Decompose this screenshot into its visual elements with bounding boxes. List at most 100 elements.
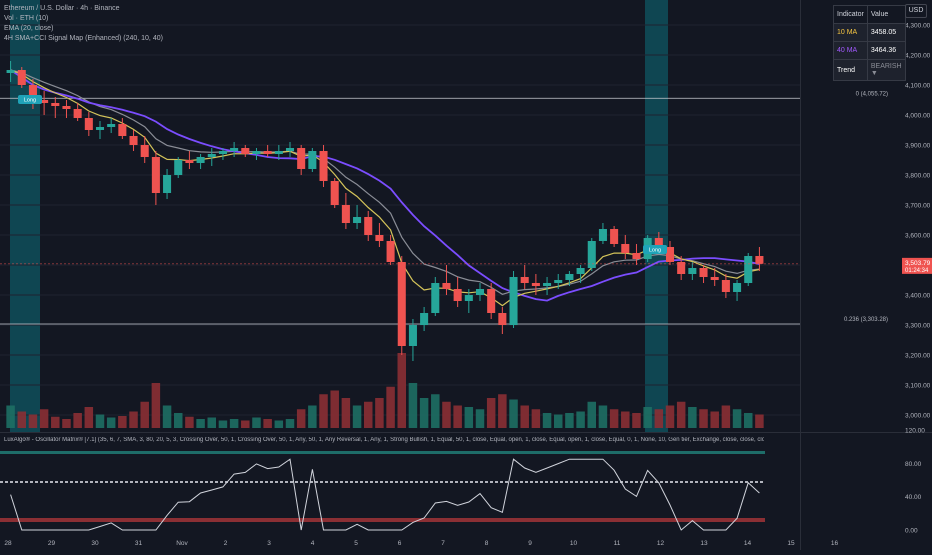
symbol-title[interactable]: Ethereum / U.S. Dollar · 4h · Binance [4,5,120,12]
osc-top-band [0,451,765,454]
volume-bar [39,409,49,428]
signal-map-legend[interactable]: 4H SMA+CCI Signal Map (Enhanced) (240, 1… [4,35,163,42]
candle [218,148,227,160]
volume-bar [319,394,328,428]
row-name: 40 MA [833,41,868,60]
time-tick-label: 14 [744,540,752,547]
candle [632,244,641,265]
volume-bar [386,386,395,428]
candle-body [241,148,250,154]
axis-separator [800,0,801,550]
volume-bar [520,405,529,428]
candle-body [632,253,641,259]
volume-bar [196,419,205,428]
candle [297,145,306,175]
candle-body [431,283,440,313]
candle-body [386,241,395,262]
candle [163,169,172,199]
volume-bar [721,405,731,428]
price-tick-label: 3,100.00 [905,383,931,390]
volume-bar [341,398,351,428]
candle-body [95,127,105,130]
ema-legend[interactable]: EMA (20, close) [4,25,54,32]
volume-bar [330,390,339,428]
currency-button[interactable]: USD [905,4,927,18]
time-tick-label: 12 [657,540,665,547]
candle [520,265,529,289]
volume-bar [419,398,429,428]
volume-bar [17,411,27,428]
volume-bar [308,405,317,428]
oscillator-title[interactable]: LuxAlgo® - Oscillator Matrix® [7.1] (35,… [4,437,764,443]
candle-body [554,280,563,283]
candle [151,151,160,205]
candle [665,241,675,265]
candle-body [598,229,607,241]
candle-body [297,148,306,169]
time-tick-label: 11 [614,540,621,547]
long-signal-badge: Long [643,245,667,254]
candle [129,130,138,151]
price-tick-label: 3,700.00 [905,203,931,210]
candle-body [397,262,406,346]
countdown-label: 01:24:34 [905,268,929,274]
candle-body [40,100,49,103]
candle [576,265,585,283]
volume-bar [241,420,250,428]
candle [118,118,127,139]
candle [464,289,473,313]
candle [475,283,485,301]
volume-bar [453,405,462,428]
candle [185,151,194,169]
candle-body [688,268,697,274]
time-tick-label: 28 [4,540,12,547]
candle [84,112,93,136]
candle [252,148,261,160]
candle-body [654,238,663,247]
row-10ma: 10 MA 3458.05 [833,23,906,42]
time-tick-label: Nov [176,540,188,547]
candle [598,223,607,244]
candle [408,319,417,361]
time-tick-label: 5 [354,540,358,547]
volume-bar [274,420,284,428]
volume-bar [431,394,440,428]
candle-body [677,262,686,274]
chart-legend: Ethereum / U.S. Dollar · 4h · Binance Vo… [4,4,163,44]
candle [353,205,362,229]
candle [308,148,317,172]
volume-bar [676,401,686,428]
long-badge-box [643,245,667,254]
oscillator-line [10,458,760,531]
candle [621,235,630,259]
candle [319,145,328,187]
volume-bar [587,401,597,428]
time-tick-label: 4 [311,540,315,547]
candle-body [185,160,194,163]
candle-body [665,247,675,262]
candle [509,271,518,328]
volume-bar [442,401,451,428]
candle-body [487,289,496,313]
candle-body [6,70,15,73]
candle-body [364,217,373,235]
ma40-line [10,69,760,302]
candle-body [196,157,205,163]
volume-bar [118,416,127,428]
osc-bottom-band [0,518,765,522]
candle-body [263,151,272,154]
candle-body [498,313,507,325]
candle [543,277,552,295]
candle [487,283,496,319]
candle [140,136,149,163]
volume-legend[interactable]: Vol · ETH (10) [4,15,49,22]
row-name: 10 MA [833,23,868,42]
volume-bar [95,414,105,428]
candle-body [442,283,451,289]
candle-body [520,277,529,283]
time-tick-label: 31 [135,540,143,547]
volume-bar [363,401,373,428]
long-badge-box [18,95,42,104]
